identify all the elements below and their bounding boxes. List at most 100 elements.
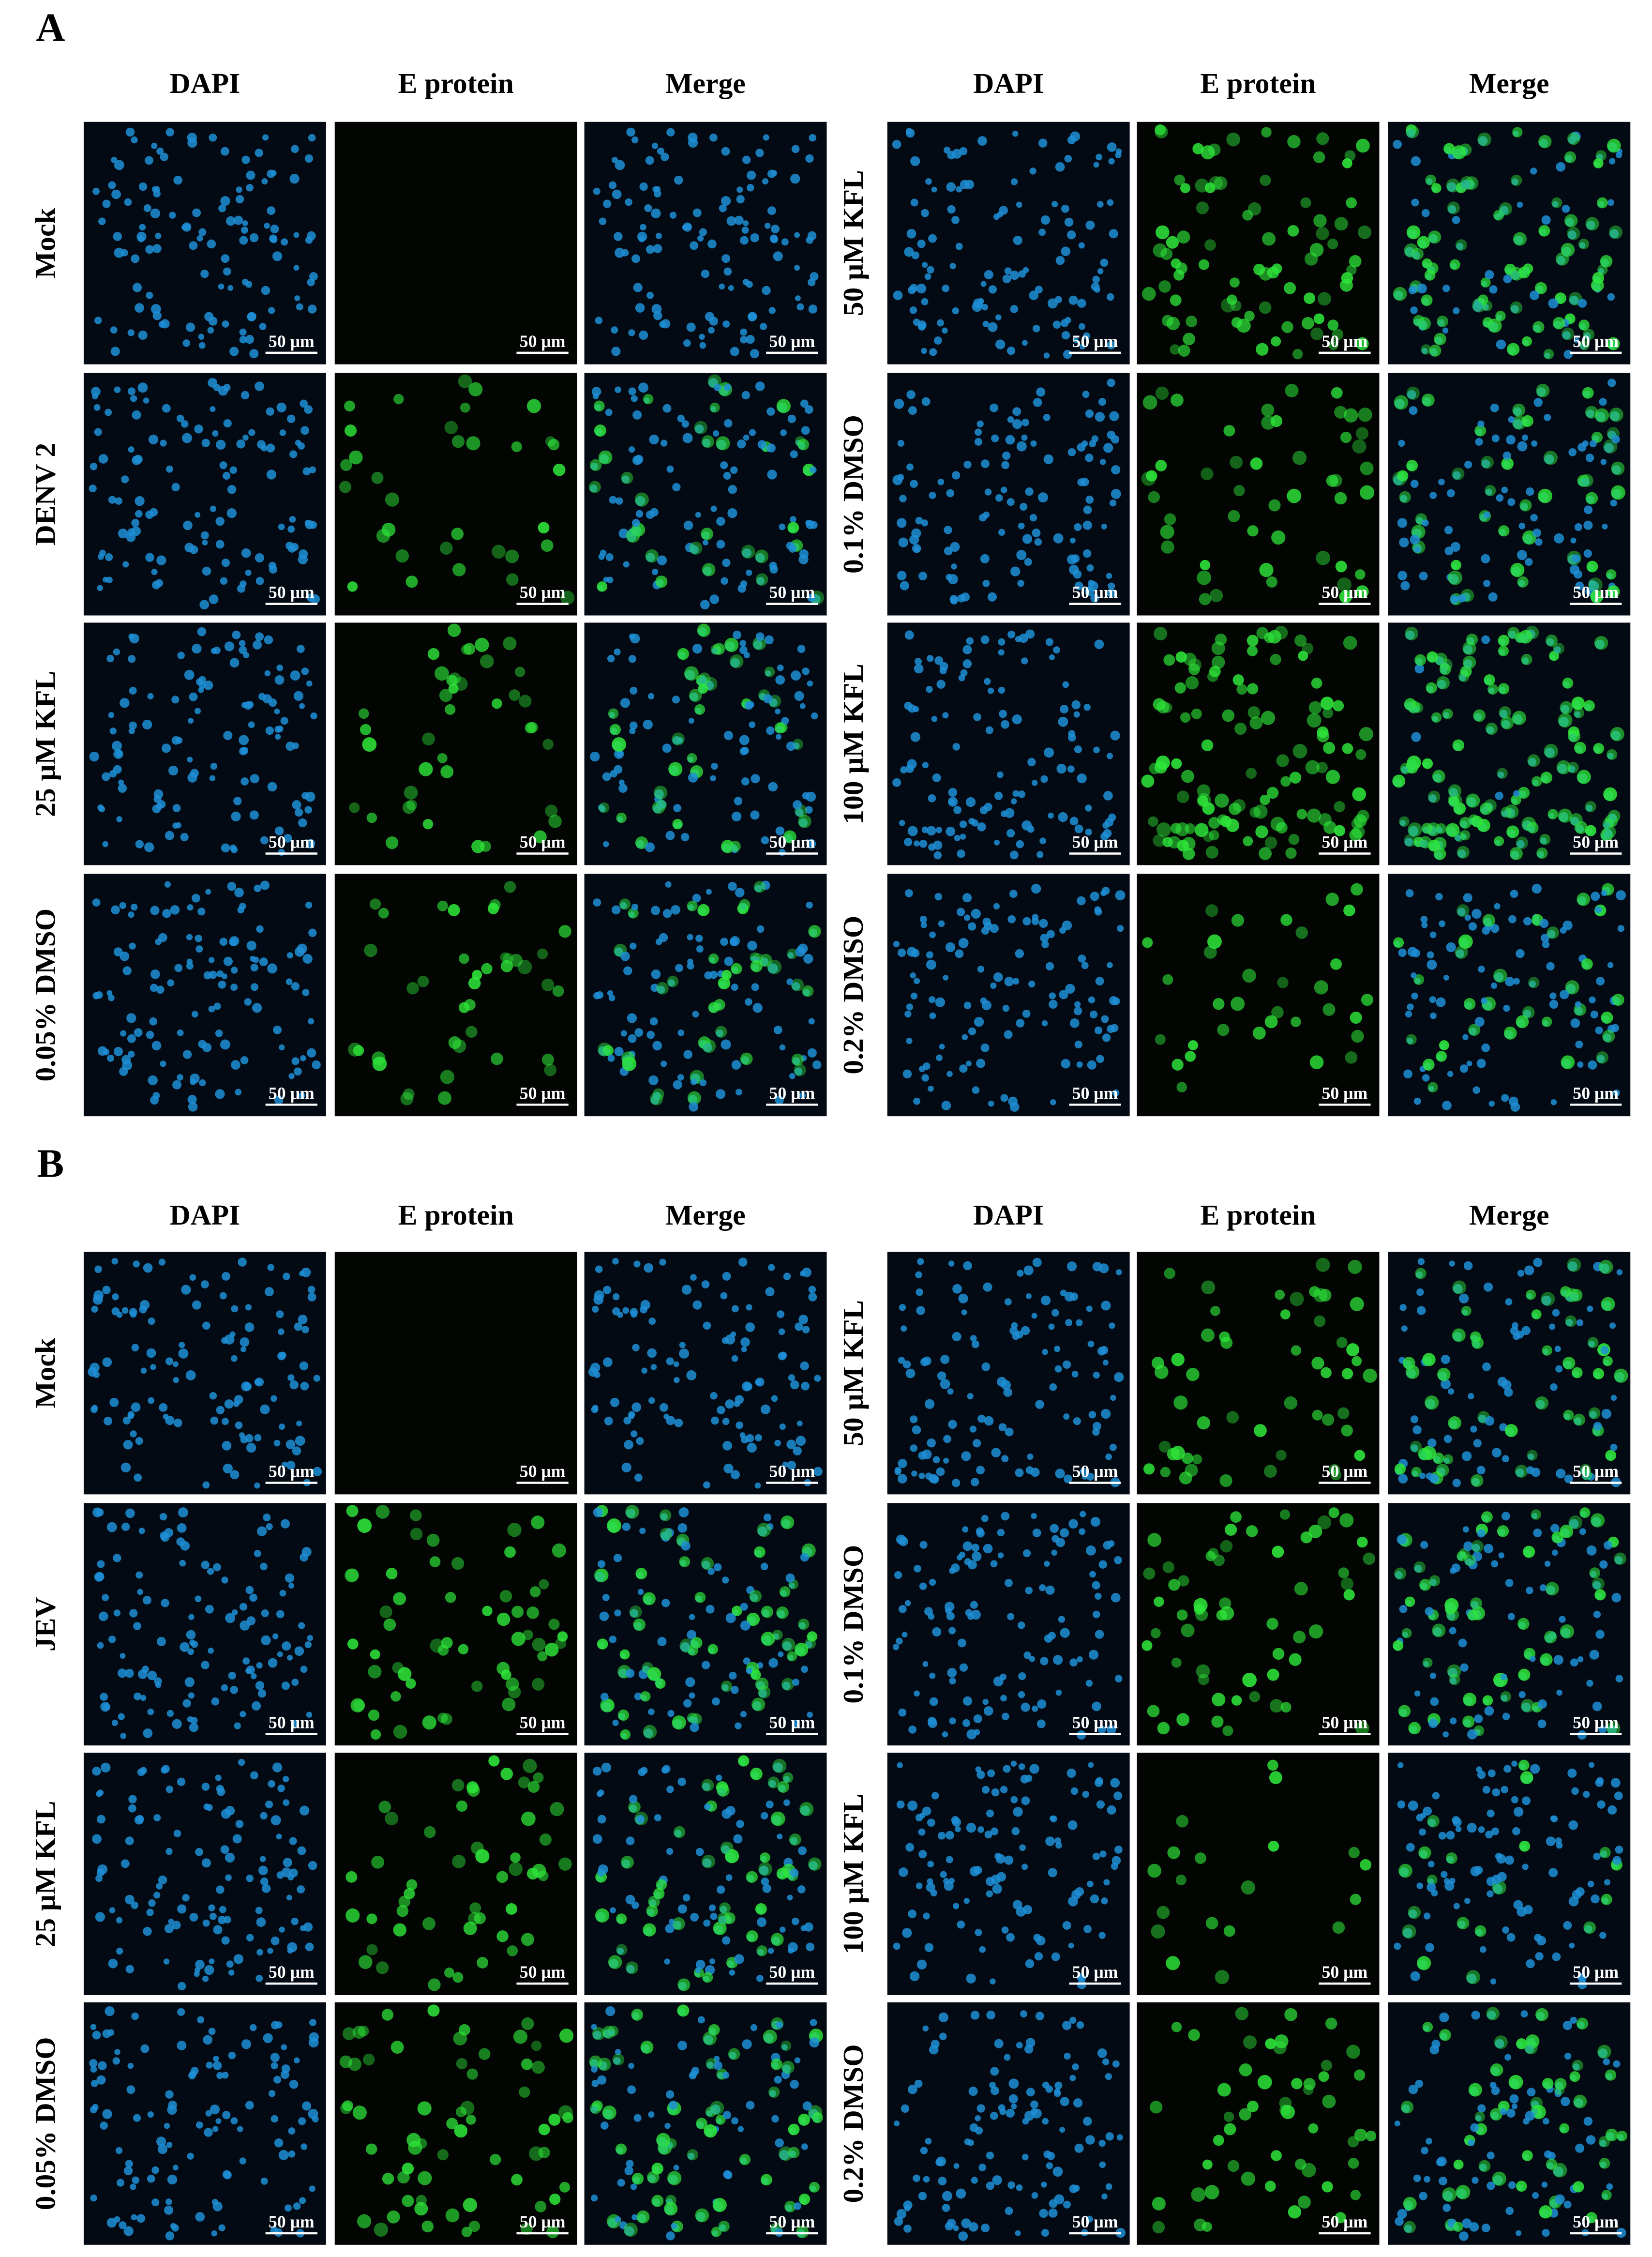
- nucleus: [276, 664, 284, 671]
- infected-cell: [1285, 383, 1299, 397]
- nucleus: [686, 1370, 697, 1380]
- infected-cell: [1141, 287, 1156, 301]
- infected-cell: [716, 436, 730, 451]
- infected-cell: [1562, 1357, 1576, 1370]
- nucleus: [910, 480, 918, 488]
- nucleus: [1553, 1655, 1563, 1665]
- nucleus: [222, 2072, 229, 2079]
- infected-cell: [1567, 761, 1579, 773]
- nucleus: [692, 1011, 699, 1018]
- infected-cell: [1437, 316, 1448, 328]
- column-header: DAPI: [170, 1199, 240, 1231]
- nucleus: [939, 667, 947, 675]
- nucleus: [1108, 582, 1115, 590]
- nucleus: [114, 160, 124, 170]
- infected-cell: [755, 1677, 769, 1691]
- nucleus: [651, 906, 661, 915]
- nucleus: [929, 1578, 936, 1586]
- nucleus: [133, 2114, 141, 2122]
- nucleus: [131, 254, 140, 263]
- nucleus: [964, 1558, 972, 1566]
- infected-cell: [1562, 327, 1575, 340]
- infected-cell: [1249, 1691, 1261, 1702]
- nucleus: [962, 1526, 969, 1533]
- nucleus: [921, 298, 929, 305]
- nucleus: [919, 839, 928, 848]
- nucleus: [1502, 1712, 1510, 1720]
- nucleus: [610, 1397, 620, 1407]
- nucleus: [1500, 1673, 1507, 1681]
- nucleus: [918, 572, 928, 581]
- nucleus: [761, 836, 769, 845]
- nucleus: [302, 2101, 312, 2111]
- nucleus: [209, 1958, 215, 1965]
- nucleus: [90, 2080, 98, 2087]
- nucleus: [298, 1622, 305, 1629]
- nucleus: [1484, 1282, 1493, 1292]
- infected-cell: [1402, 1357, 1415, 1369]
- nucleus: [1093, 1371, 1100, 1379]
- nucleus: [751, 983, 759, 991]
- nucleus: [711, 648, 718, 654]
- nucleus: [943, 1435, 951, 1443]
- nucleus: [110, 326, 118, 334]
- nucleus: [1080, 477, 1089, 486]
- nucleus: [278, 523, 285, 530]
- nucleus: [980, 459, 990, 469]
- nucleus: [592, 1834, 602, 1844]
- scale-bar-label: 50 μm: [1573, 583, 1619, 602]
- infected-cell: [702, 563, 716, 576]
- nucleus: [1541, 1295, 1551, 1305]
- nucleus: [235, 1421, 243, 1429]
- nucleus: [673, 804, 681, 812]
- nucleus: [975, 1929, 982, 1937]
- nucleus: [998, 686, 1006, 694]
- infected-cell: [1568, 729, 1580, 742]
- micrograph: 50 μm: [584, 1503, 827, 1746]
- nucleus: [740, 1711, 747, 1718]
- infected-cell: [345, 1908, 360, 1923]
- nucleus: [1053, 1655, 1063, 1665]
- scale-bar-label: 50 μm: [269, 332, 315, 351]
- nucleus: [1066, 1768, 1076, 1778]
- nucleus: [1106, 1725, 1116, 1735]
- scale-bar-label: 50 μm: [769, 583, 815, 602]
- nucleus: [611, 347, 621, 356]
- nucleus: [148, 1318, 155, 1325]
- nucleus: [1429, 491, 1437, 499]
- nucleus: [215, 540, 225, 549]
- nucleus: [690, 2070, 697, 2078]
- nucleus: [155, 579, 164, 587]
- image-background: [334, 1503, 577, 1746]
- nucleus: [909, 306, 917, 314]
- nucleus: [592, 1305, 599, 1313]
- infected-cell: [776, 1606, 789, 1619]
- nucleus: [750, 810, 760, 820]
- infected-cell: [1289, 772, 1302, 784]
- infected-cell: [1255, 825, 1268, 838]
- nucleus: [132, 410, 141, 420]
- nucleus: [1526, 487, 1534, 496]
- nucleus: [1110, 1394, 1116, 1401]
- nucleus: [779, 523, 786, 530]
- nucleus: [212, 2061, 222, 2070]
- infected-cell: [1413, 1561, 1426, 1574]
- nucleus: [232, 1834, 242, 1844]
- nucleus: [956, 908, 965, 916]
- infected-cell: [550, 1802, 564, 1817]
- nucleus: [907, 1801, 918, 1811]
- nucleus: [145, 156, 153, 165]
- infected-cell: [541, 539, 554, 552]
- nucleus: [1399, 1605, 1408, 1613]
- infected-cell: [1249, 716, 1263, 730]
- nucleus: [171, 736, 180, 745]
- nucleus: [239, 646, 247, 654]
- infected-cell: [1287, 488, 1302, 503]
- nucleus: [160, 1531, 168, 1540]
- nucleus: [942, 327, 948, 334]
- infected-cell: [1351, 818, 1363, 830]
- infected-cell: [664, 2202, 678, 2216]
- nucleus: [984, 678, 991, 685]
- nucleus: [221, 843, 230, 853]
- nucleus: [166, 2142, 173, 2148]
